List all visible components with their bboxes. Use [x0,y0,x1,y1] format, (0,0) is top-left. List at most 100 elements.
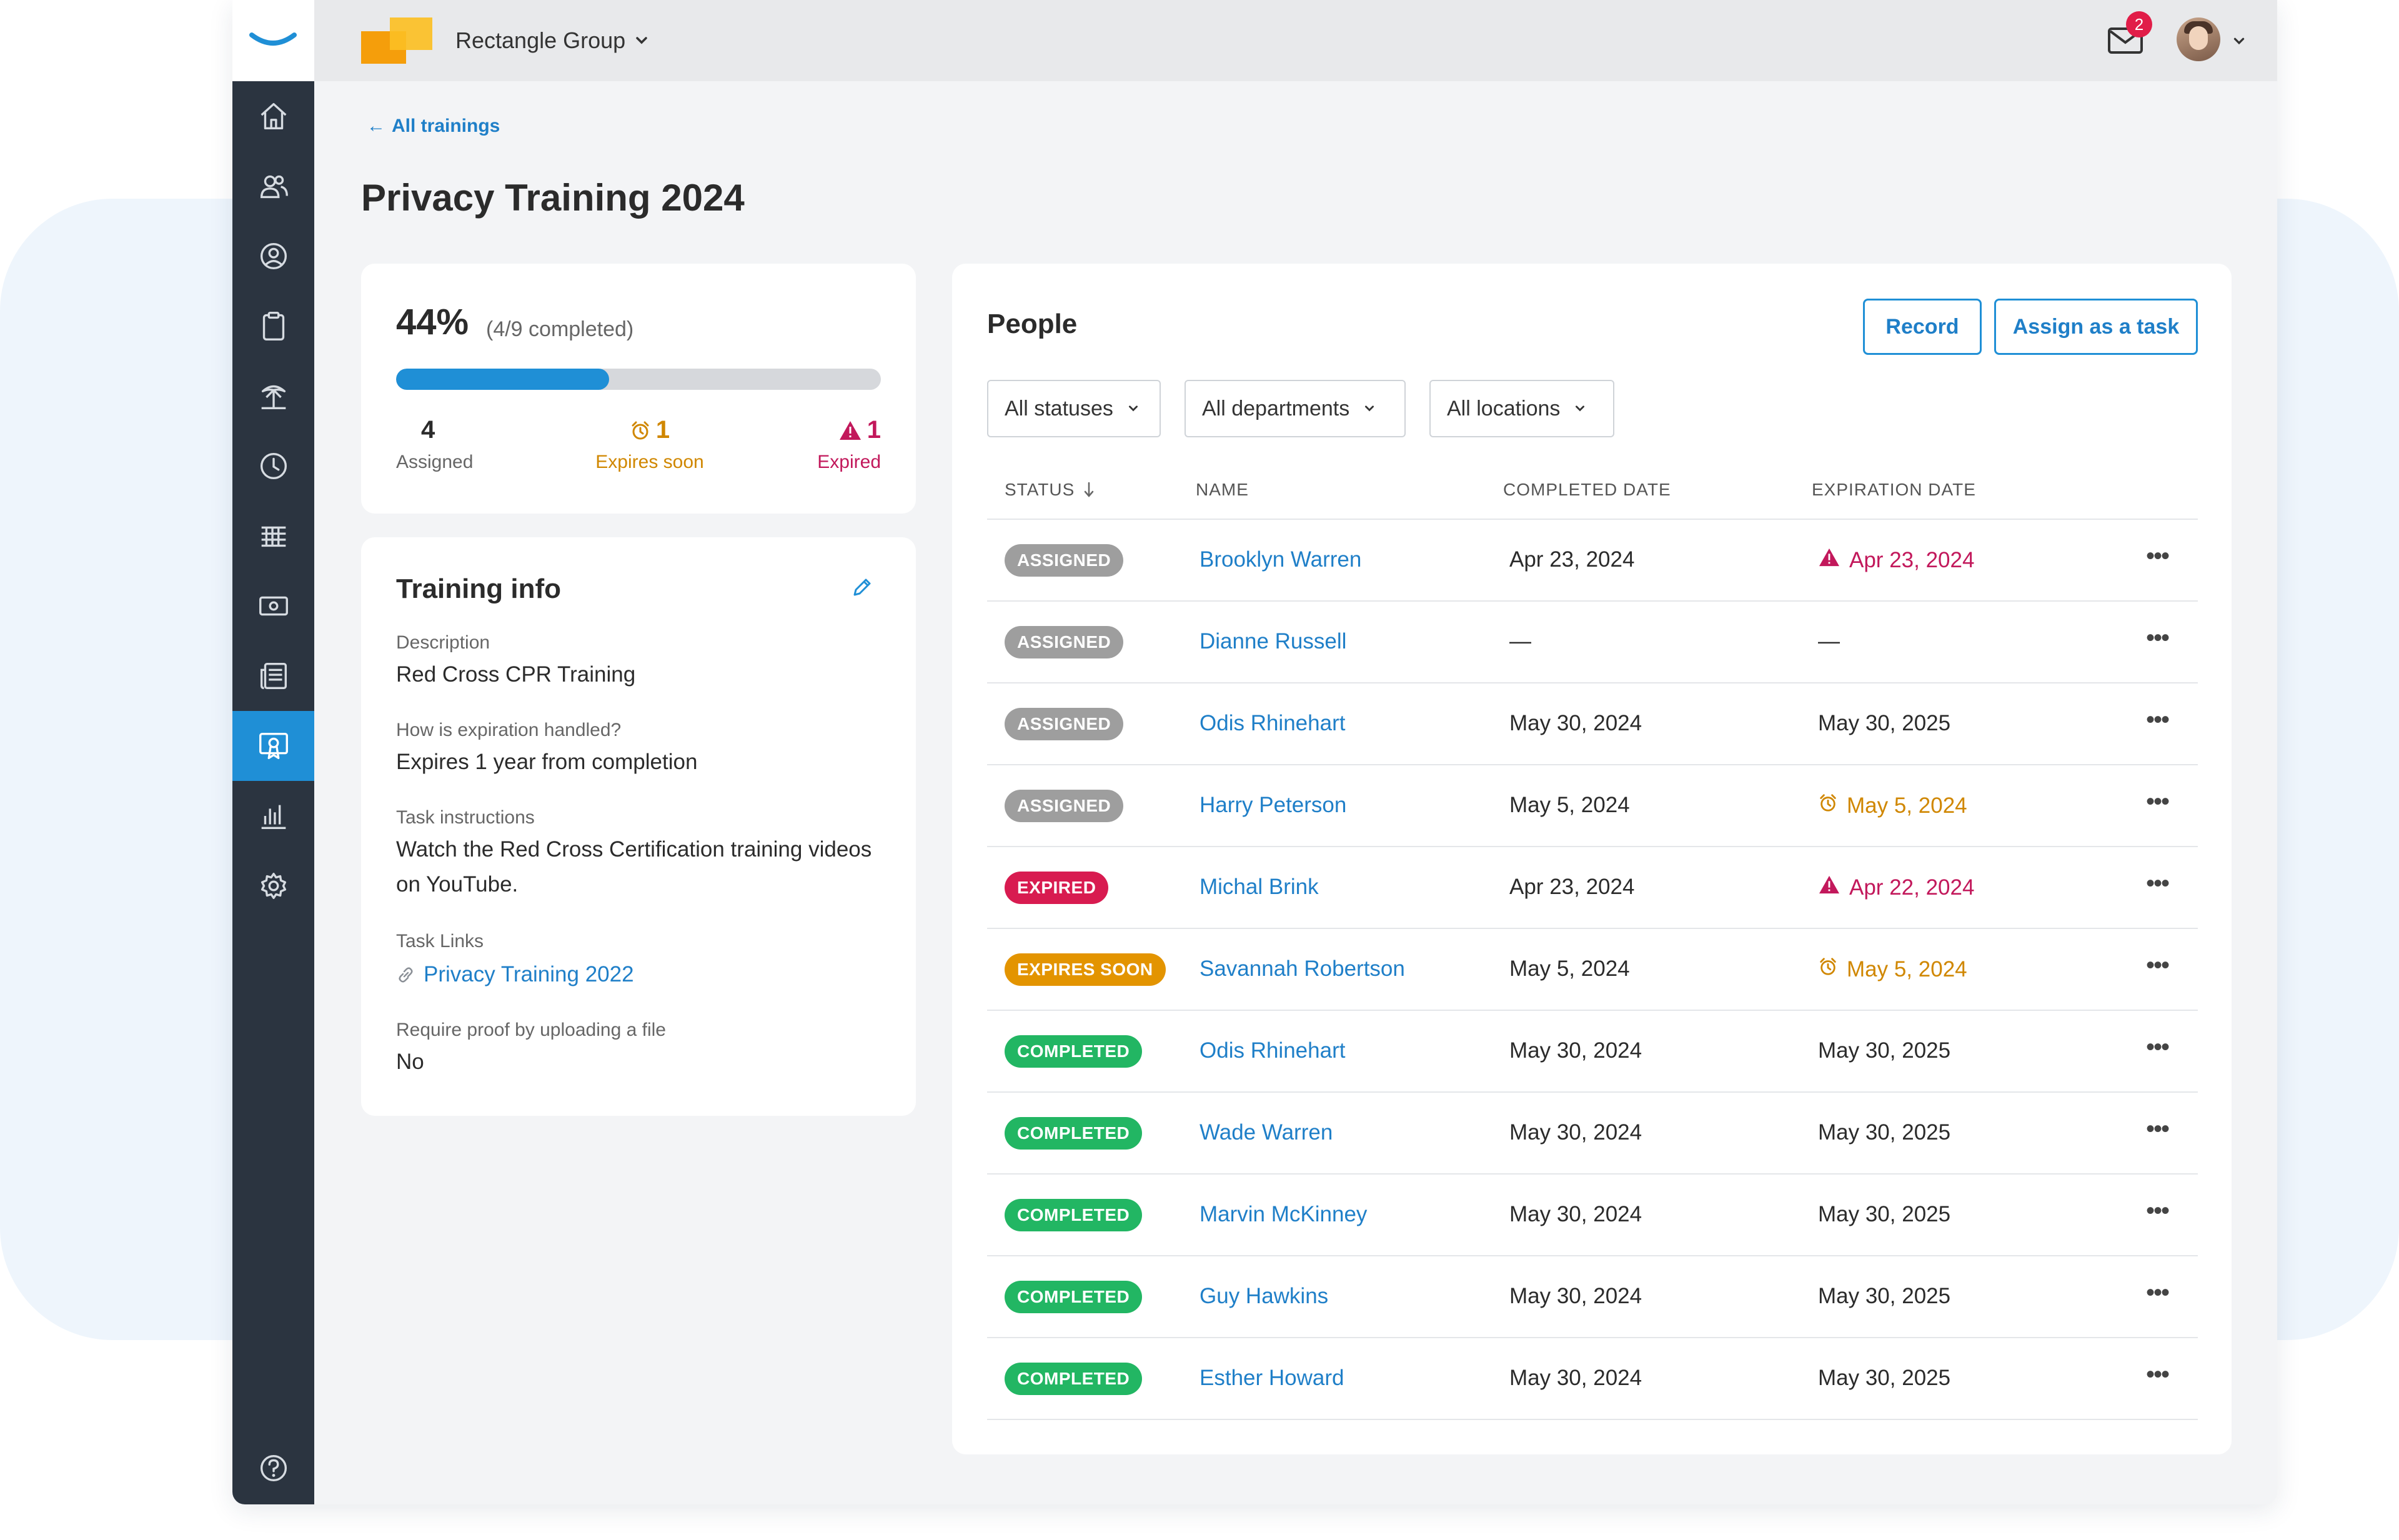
instructions-label: Task instructions [396,807,535,828]
more-options-icon[interactable]: ••• [2146,706,2170,733]
description-value: Red Cross CPR Training [396,662,636,687]
chevron-down-icon[interactable] [632,31,651,50]
person-name-link[interactable]: Esther Howard [1200,1366,1344,1390]
expiration-date: May 30, 2025 [1818,1366,1951,1390]
people-title: People [987,309,1078,339]
sidebar-item-training[interactable] [232,711,314,781]
warning-icon [1818,547,1840,573]
sidebar-item-tasks[interactable] [232,291,314,361]
person-name-link[interactable]: Harry Peterson [1200,793,1347,817]
company-switcher[interactable]: Rectangle Group [455,27,626,53]
warning-icon [1818,875,1840,900]
avatar[interactable] [2177,17,2220,61]
column-header-completed-date[interactable]: COMPLETED DATE [1503,480,1671,499]
more-options-icon[interactable]: ••• [2146,1197,2170,1225]
sidebar-item-payroll[interactable] [232,571,314,641]
table-row: ASSIGNED Dianne Russell — — ••• [987,602,2198,683]
sidebar-item-home[interactable] [232,81,314,151]
person-name-link[interactable]: Michal Brink [1200,875,1319,899]
completed-date: May 5, 2024 [1509,956,1630,981]
task-link[interactable]: Privacy Training 2022 [396,962,634,987]
sidebar-item-reports[interactable] [232,781,314,851]
back-link-label: All trainings [392,116,500,136]
status-badge: ASSIGNED [1005,626,1124,658]
arrow-left-icon: ← [367,116,385,136]
profile-search-icon [260,242,287,270]
pencil-icon[interactable] [850,575,875,600]
more-options-icon[interactable]: ••• [2146,1033,2170,1061]
person-name-link[interactable]: Brooklyn Warren [1200,547,1362,572]
stat-expired[interactable]: 1 Expired [817,416,881,473]
table-row: EXPIRES SOON Savannah Robertson May 5, 202… [987,929,2198,1011]
sidebar-item-time[interactable] [232,431,314,501]
person-name-link[interactable]: Odis Rhinehart [1200,711,1346,735]
status-filter[interactable]: All statuses [987,380,1161,437]
person-name-link[interactable]: Guy Hawkins [1200,1284,1329,1308]
status-badge: COMPLETED [1005,1199,1143,1231]
page-title: Privacy Training 2024 [361,177,745,219]
completed-date: May 30, 2024 [1509,1202,1642,1226]
more-options-icon[interactable]: ••• [2146,624,2170,652]
more-options-icon[interactable]: ••• [2146,951,2170,979]
sidebar-item-news[interactable] [232,641,314,711]
expiration-date-cell: Apr 22, 2024 [1818,875,1974,900]
assign-task-button[interactable]: Assign as a task [1994,299,2198,355]
sidebar-item-directory[interactable] [232,221,314,291]
department-filter[interactable]: All departments [1185,380,1406,437]
progress-card: 44% (4/9 completed) 4 Assigned 1 Expires… [361,264,916,514]
column-header-status[interactable]: STATUS [1005,480,1096,500]
expiration-date: May 30, 2025 [1818,1202,1951,1226]
table-row: COMPLETED Marvin McKinney May 30, 2024 May … [987,1175,2198,1256]
sidebar-item-time-off[interactable] [232,361,314,431]
person-name-link[interactable]: Odis Rhinehart [1200,1038,1346,1063]
completed-date: Apr 23, 2024 [1509,547,1635,572]
alarm-clock-icon [1818,793,1838,818]
expiration-label: How is expiration handled? [396,720,622,740]
expiration-date-cell: May 30, 2025 [1818,711,1950,736]
home-icon [261,102,286,130]
sidebar-item-tables[interactable] [232,501,314,571]
more-options-icon[interactable]: ••• [2146,788,2170,815]
link-icon [399,967,413,983]
person-name-link[interactable]: Wade Warren [1200,1120,1333,1145]
completed-date: Apr 23, 2024 [1509,875,1635,899]
expiration-date-cell: May 5, 2024 [1818,956,1967,982]
back-link[interactable]: ← All trainings [367,116,500,137]
record-button[interactable]: Record [1863,299,1982,355]
stat-expires-soon[interactable]: 1 Expires soon [594,416,706,473]
proof-value: No [396,1050,424,1074]
completed-date: May 30, 2024 [1509,1120,1642,1145]
more-options-icon[interactable]: ••• [2146,1115,2170,1143]
people-card: People Record Assign as a task All statu… [952,264,2232,1454]
column-header-expiration-date[interactable]: EXPIRATION DATE [1812,480,1976,499]
expiration-date-cell: May 30, 2025 [1818,1284,1950,1309]
person-name-link[interactable]: Dianne Russell [1200,629,1347,653]
task-link-label: Privacy Training 2022 [424,962,634,986]
completed-date: May 30, 2024 [1509,1038,1642,1063]
sidebar-item-people[interactable] [232,151,314,221]
chevron-down-icon[interactable] [2230,32,2248,50]
stat-expired-count: 1 [867,416,881,444]
more-options-icon[interactable]: ••• [2146,1361,2170,1388]
more-options-icon[interactable]: ••• [2146,1279,2170,1306]
sidebar-item-settings[interactable] [232,851,314,921]
table-row: COMPLETED Wade Warren May 30, 2024 May 30, … [987,1093,2198,1175]
instructions-value: Watch the Red Cross Certification traini… [396,837,872,897]
sidebar-item-help[interactable] [232,1433,314,1503]
progress-percent: 44% [396,302,469,342]
person-name-link[interactable]: Marvin McKinney [1200,1202,1368,1226]
more-options-icon[interactable]: ••• [2146,870,2170,897]
proof-label: Require proof by uploading a file [396,1020,666,1040]
expiration-date: May 5, 2024 [1847,956,1967,981]
column-header-name[interactable]: NAME [1196,480,1249,499]
more-options-icon[interactable]: ••• [2146,542,2170,570]
settings-icon [261,872,286,900]
stat-assigned[interactable]: 4 Assigned [396,416,473,473]
sort-arrow-down-icon [1085,482,1094,497]
expiration-date-cell: May 30, 2025 [1818,1366,1950,1391]
person-name-link[interactable]: Savannah Robertson [1200,956,1405,981]
location-filter[interactable]: All locations [1429,380,1614,437]
expiration-date-cell: Apr 23, 2024 [1818,547,1974,573]
app-logo[interactable] [232,0,314,81]
completed-date: May 5, 2024 [1509,793,1630,817]
